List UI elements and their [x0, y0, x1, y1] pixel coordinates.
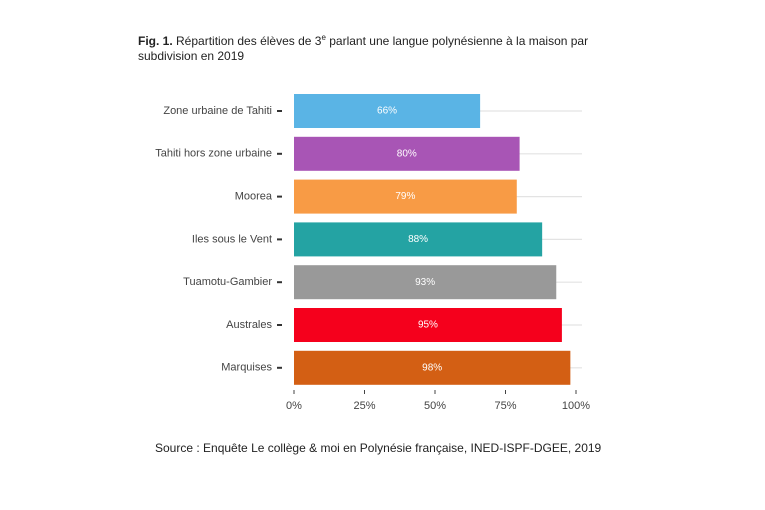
value-label: 80% [397, 148, 417, 159]
y-tick-label: Zone urbaine de Tahiti [163, 105, 272, 117]
x-tick-label: 50% [424, 400, 446, 412]
y-tick-label: Tahiti hors zone urbaine [155, 148, 272, 160]
chart-title: Fig. 1. Répartition des élèves de 3e par… [138, 34, 598, 64]
y-tick-label: Australes [226, 319, 272, 331]
value-label: 98% [422, 362, 442, 373]
value-label: 66% [377, 106, 397, 117]
value-label: 95% [418, 320, 438, 331]
y-tick-label: Tuamotu-Gambier [183, 276, 272, 288]
y-tick-label: Iles sous le Vent [192, 233, 272, 245]
y-tick-label: Moorea [235, 191, 273, 203]
x-tick-label: 75% [494, 400, 516, 412]
title-rest: parlant une langue polynésienne à la mai… [138, 34, 589, 63]
bar [294, 179, 517, 214]
value-label: 88% [408, 234, 428, 245]
title: Répartition des élèves de 3 [176, 34, 322, 48]
bar [294, 350, 571, 385]
bar [294, 222, 543, 257]
bar [294, 265, 557, 300]
value-label: 93% [415, 277, 435, 288]
bar [294, 308, 562, 342]
value-label: 79% [395, 191, 415, 202]
x-tick-label: 0% [286, 400, 302, 412]
x-tick-label: 100% [562, 400, 590, 412]
title-superscript: e [321, 33, 326, 42]
source: Source : Enquête Le collège & moi en Pol… [155, 441, 602, 455]
x-tick-label: 25% [353, 400, 375, 412]
bar [294, 94, 481, 128]
title-prefix: Fig. 1. [138, 34, 173, 48]
bar [294, 136, 520, 171]
y-tick-label: Marquises [221, 362, 272, 374]
